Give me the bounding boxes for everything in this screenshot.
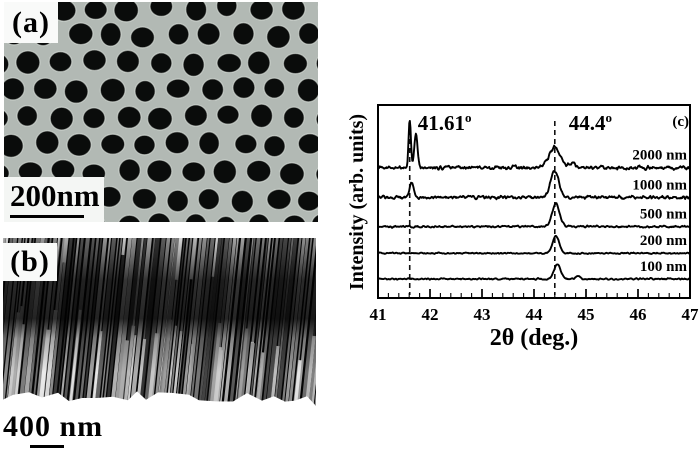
pore-array xyxy=(4,2,318,222)
curve-label-1000-nm: 1000 nm xyxy=(632,177,687,193)
panel-a-scalebar-line xyxy=(10,215,84,218)
panel-a: (a) 200nm xyxy=(4,2,318,222)
panel-a-label: (a) xyxy=(4,2,58,43)
dashed-guide-lines xyxy=(408,121,556,295)
curve-label-200-nm: 200 nm xyxy=(640,233,688,249)
peak-annotation-0: 41.61o xyxy=(418,110,472,135)
panel-b-scalebar-text: 400 nm xyxy=(3,410,104,443)
x-tick-label-46: 46 xyxy=(630,305,647,324)
x-tick-label-42: 42 xyxy=(422,305,439,324)
panel-b-scalebar: 400 nm xyxy=(3,412,143,448)
x-axis-label: 2θ (deg.) xyxy=(489,325,579,351)
x-tick-label-47: 47 xyxy=(682,305,700,324)
x-tick-label-45: 45 xyxy=(578,305,595,324)
panel-a-scalebar-text: 200nm xyxy=(10,178,100,213)
xrd-curve-500-nm xyxy=(377,202,691,229)
panel-b-label: (b) xyxy=(3,243,57,281)
x-axis-ticks xyxy=(377,289,691,298)
panel-c-label: (c) xyxy=(672,114,689,130)
curve-label-100-nm: 100 nm xyxy=(640,259,688,275)
curve-label-2000-nm: 2000 nm xyxy=(632,148,687,164)
xrd-curve-1000-nm xyxy=(377,170,691,201)
xrd-curve-200-nm xyxy=(377,234,691,255)
x-tick-label-41: 41 xyxy=(370,305,387,324)
panel-b: (b) xyxy=(3,238,316,406)
peak-annotation-1: 44.4o xyxy=(569,110,612,135)
panel-a-scalebar: 200nm xyxy=(4,177,104,222)
xrd-curve-2000-nm xyxy=(377,119,691,171)
y-axis-label: Intensity (arb. units) xyxy=(346,113,368,291)
xrd-curve-100-nm xyxy=(377,263,691,281)
ragged-bottom-edge xyxy=(3,391,316,406)
curve-label-500-nm: 500 nm xyxy=(640,207,688,223)
x-tick-label-44: 44 xyxy=(526,305,544,324)
panel-c-xrd-chart: Intensity (arb. units) 2000 nm 1000 nm 500… xyxy=(340,85,700,385)
xrd-plot: 2000 nm 1000 nm 500 nm 200 nm 100 nm 41 42 43 44… xyxy=(370,104,700,324)
panel-b-scalebar-line xyxy=(30,445,64,448)
x-tick-label-43: 43 xyxy=(474,305,491,324)
